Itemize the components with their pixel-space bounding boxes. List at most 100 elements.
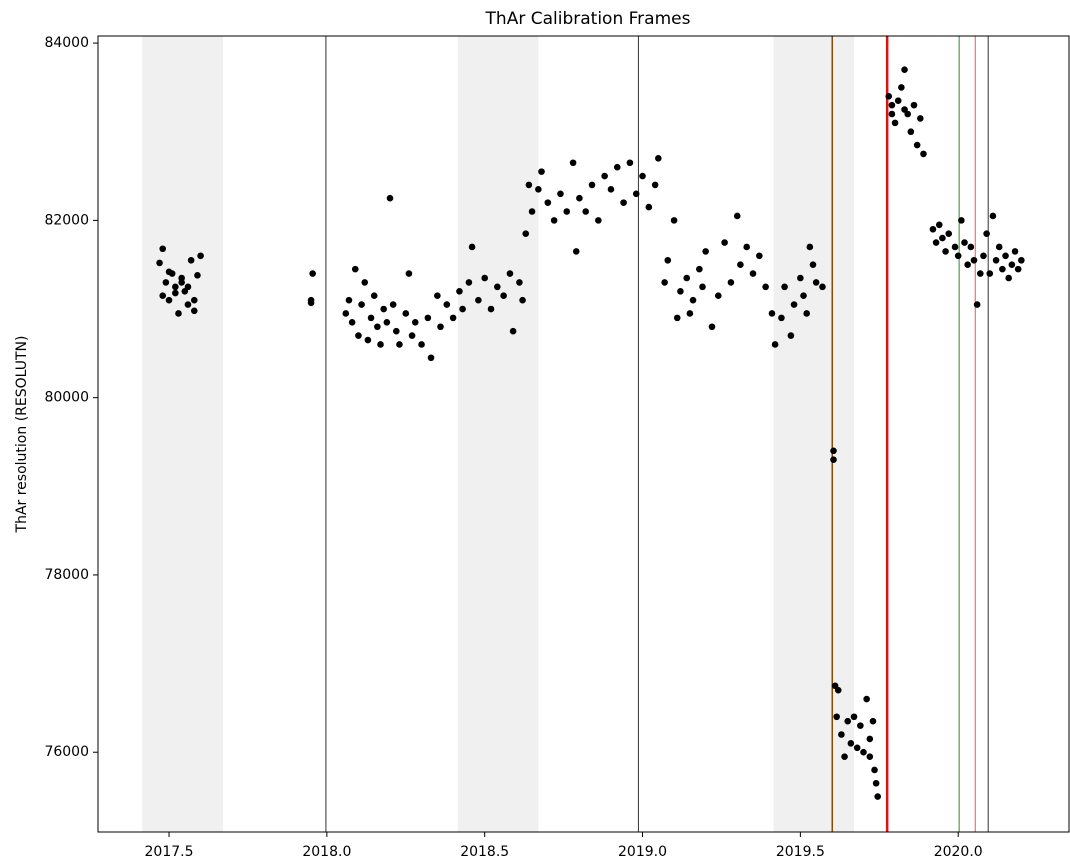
data-point bbox=[838, 731, 845, 738]
data-point bbox=[456, 287, 463, 295]
data-point bbox=[891, 119, 899, 127]
data-point bbox=[702, 248, 709, 255]
plot-frame bbox=[97, 35, 1070, 833]
data-point bbox=[871, 766, 878, 774]
data-point bbox=[509, 327, 517, 335]
data-point bbox=[932, 239, 940, 246]
data-point bbox=[964, 261, 971, 268]
data-point bbox=[468, 243, 476, 251]
x-tick-label: 2018.5 bbox=[460, 844, 509, 860]
data-point bbox=[582, 208, 590, 215]
y-tick-label: 84000 bbox=[44, 35, 89, 51]
data-point bbox=[475, 296, 482, 304]
x-tick-label: 2020.0 bbox=[934, 844, 983, 860]
y-tick-label: 80000 bbox=[44, 390, 89, 406]
data-point bbox=[874, 793, 882, 800]
data-point bbox=[405, 270, 413, 277]
data-point bbox=[670, 217, 678, 224]
data-point bbox=[863, 695, 870, 703]
data-point bbox=[995, 243, 1003, 251]
data-point bbox=[380, 305, 387, 313]
data-point bbox=[913, 141, 921, 149]
data-point bbox=[749, 270, 757, 277]
data-point bbox=[885, 92, 893, 100]
y-tick-label: 76000 bbox=[44, 744, 89, 760]
data-point bbox=[980, 252, 987, 260]
data-point bbox=[976, 270, 984, 277]
data-point bbox=[910, 101, 918, 109]
data-point bbox=[396, 341, 403, 348]
data-point bbox=[1008, 261, 1016, 268]
data-point bbox=[721, 239, 728, 246]
data-point bbox=[999, 265, 1006, 273]
data-point bbox=[187, 256, 195, 264]
data-point bbox=[601, 172, 608, 180]
data-point bbox=[307, 299, 315, 307]
data-point bbox=[809, 261, 817, 268]
data-point bbox=[557, 190, 564, 198]
data-point bbox=[888, 110, 896, 118]
data-point bbox=[645, 203, 653, 211]
data-point bbox=[1005, 274, 1013, 282]
data-point bbox=[355, 332, 362, 339]
data-point bbox=[494, 283, 501, 291]
data-point bbox=[386, 194, 394, 202]
data-point bbox=[506, 270, 514, 277]
data-point bbox=[459, 305, 466, 313]
data-point bbox=[866, 753, 874, 760]
data-point bbox=[197, 252, 204, 260]
shaded-region bbox=[457, 36, 539, 832]
data-point bbox=[771, 341, 779, 348]
data-point bbox=[866, 735, 874, 743]
data-point bbox=[901, 66, 908, 73]
x-tick-label: 2019.0 bbox=[618, 844, 667, 860]
data-point bbox=[907, 128, 915, 136]
data-point bbox=[655, 155, 662, 162]
data-point bbox=[970, 256, 978, 264]
data-point bbox=[992, 256, 1000, 264]
data-point bbox=[408, 332, 416, 339]
data-point bbox=[872, 779, 880, 787]
x-tick-label: 2017.5 bbox=[145, 844, 194, 860]
data-point bbox=[159, 245, 167, 253]
data-point bbox=[172, 283, 179, 291]
data-point bbox=[1002, 252, 1009, 260]
data-point bbox=[361, 279, 369, 286]
data-point bbox=[714, 292, 722, 300]
y-tick-label: 82000 bbox=[44, 212, 89, 228]
data-point bbox=[389, 301, 397, 308]
data-point bbox=[370, 292, 378, 300]
data-point bbox=[465, 279, 473, 286]
data-point bbox=[424, 314, 432, 322]
data-point bbox=[528, 208, 536, 215]
data-point bbox=[190, 307, 198, 315]
data-point bbox=[803, 310, 810, 317]
data-point bbox=[989, 212, 997, 220]
data-point bbox=[1011, 248, 1019, 255]
data-point bbox=[686, 310, 694, 317]
data-point bbox=[383, 319, 391, 326]
data-point bbox=[639, 172, 646, 180]
data-point bbox=[500, 292, 507, 300]
data-point bbox=[790, 301, 798, 308]
shaded-region bbox=[142, 36, 224, 832]
data-point bbox=[812, 279, 820, 286]
data-point bbox=[853, 744, 861, 752]
data-point bbox=[481, 274, 488, 282]
data-point bbox=[538, 168, 545, 175]
data-point bbox=[374, 323, 381, 331]
data-point bbox=[487, 305, 495, 313]
data-point bbox=[696, 265, 703, 273]
shaded-region bbox=[773, 36, 855, 832]
data-point bbox=[708, 323, 716, 331]
data-point bbox=[449, 314, 457, 322]
data-point bbox=[986, 270, 994, 277]
data-point bbox=[348, 319, 356, 326]
data-point bbox=[550, 217, 558, 224]
data-point bbox=[778, 314, 785, 322]
data-point bbox=[178, 279, 185, 286]
data-point bbox=[945, 230, 953, 237]
data-point bbox=[727, 279, 735, 286]
data-point bbox=[787, 332, 795, 339]
data-point bbox=[768, 310, 776, 317]
